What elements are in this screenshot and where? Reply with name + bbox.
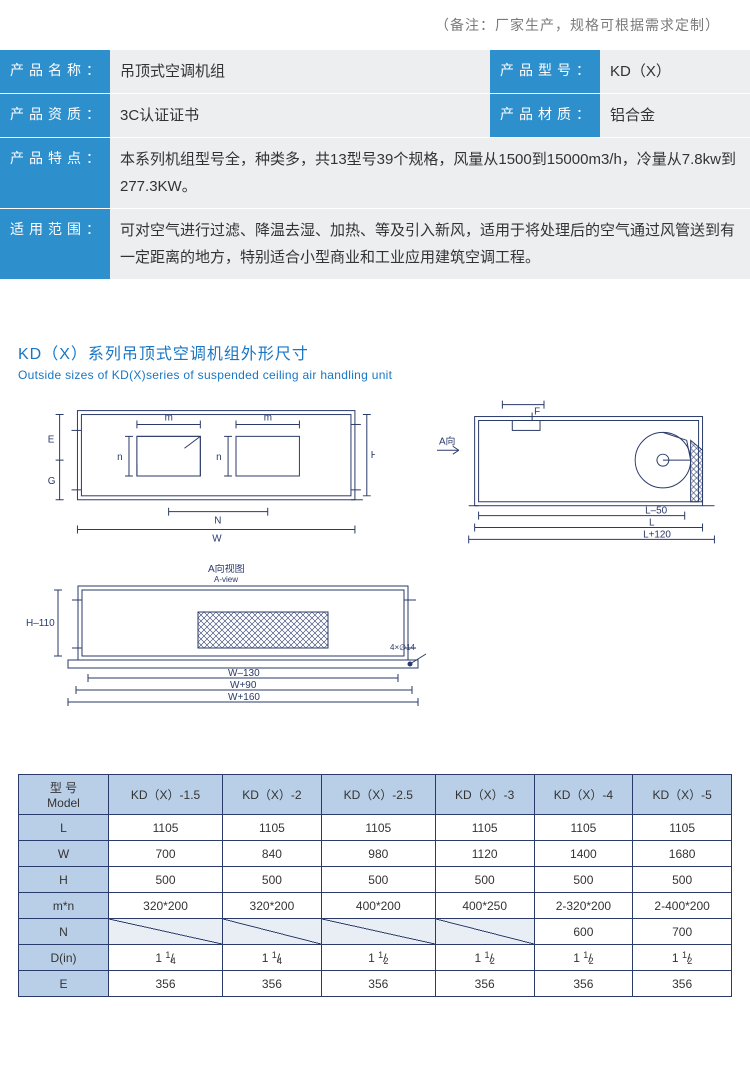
dim-cell: 500	[109, 867, 223, 893]
dim-cell: 1105	[321, 815, 435, 841]
svg-text:A向视图: A向视图	[208, 564, 245, 575]
svg-text:m: m	[165, 412, 173, 423]
dim-cell: 1680	[633, 841, 732, 867]
dim-cell: 356	[633, 971, 732, 997]
dim-row-label: m*n	[19, 893, 109, 919]
dim-cell	[223, 919, 322, 945]
svg-text:A-view: A-view	[214, 575, 238, 584]
front-view-diagram: E G H m m n n N	[18, 400, 375, 550]
dim-cell: 1105	[223, 815, 322, 841]
dim-cell: 356	[223, 971, 322, 997]
label-scope: 适用范围	[0, 209, 110, 280]
dim-cell: 980	[321, 841, 435, 867]
dim-row-label: L	[19, 815, 109, 841]
dim-cell: 700	[633, 919, 732, 945]
dim-cell: 356	[109, 971, 223, 997]
svg-text:E: E	[48, 434, 55, 445]
dim-cell: 1 1/2	[321, 945, 435, 971]
product-info-table: 产品名称 吊顶式空调机组 产品型号 KD（X） 产品资质 3C认证证书 产品材质…	[0, 50, 750, 280]
svg-text:L+120: L+120	[643, 529, 671, 540]
dim-cell	[109, 919, 223, 945]
label-material: 产品材质	[490, 94, 600, 138]
svg-text:N: N	[214, 516, 221, 527]
svg-text:W: W	[212, 533, 222, 544]
dim-col: KD（X）-2	[223, 775, 322, 815]
dim-cell: 1105	[534, 815, 633, 841]
value-scope: 可对空气进行过滤、降温去湿、加热、等及引入新风，适用于将处理后的空气通过风管送到…	[110, 209, 750, 280]
dim-row-label: H	[19, 867, 109, 893]
svg-text:H‒110: H‒110	[26, 618, 55, 629]
svg-text:F: F	[534, 407, 540, 418]
svg-text:H: H	[371, 450, 375, 461]
dim-row-label: D(in)	[19, 945, 109, 971]
dim-header-model: 型 号 Model	[19, 775, 109, 815]
dim-row-label: W	[19, 841, 109, 867]
dim-cell: 1 1/2	[435, 945, 534, 971]
dim-row-label: N	[19, 919, 109, 945]
dim-cell: 356	[435, 971, 534, 997]
dim-cell	[435, 919, 534, 945]
dim-cell: 356	[321, 971, 435, 997]
svg-text:m: m	[264, 412, 272, 423]
dim-cell: 1105	[109, 815, 223, 841]
svg-text:L‒50: L‒50	[645, 506, 668, 517]
value-feature: 本系列机组型号全，种类多，共13型号39个规格，风量从1500到15000m3/…	[110, 138, 750, 209]
dim-cell: 840	[223, 841, 322, 867]
dim-cell: 500	[435, 867, 534, 893]
dim-cell: 1 1/4	[223, 945, 322, 971]
dim-col: KD（X）-5	[633, 775, 732, 815]
dim-cell: 500	[223, 867, 322, 893]
dim-cell: 320*200	[109, 893, 223, 919]
dim-col: KD（X）-2.5	[321, 775, 435, 815]
svg-text:n: n	[117, 452, 123, 463]
dim-cell: 700	[109, 841, 223, 867]
dim-cell: 400*250	[435, 893, 534, 919]
dim-cell: 1120	[435, 841, 534, 867]
dim-cell: 356	[534, 971, 633, 997]
dimensions-table: 型 号 Model KD（X）-1.5 KD（X）-2 KD（X）-2.5 KD…	[18, 774, 732, 997]
svg-text:W‒130: W‒130	[228, 668, 260, 679]
dim-cell: 1105	[633, 815, 732, 841]
dim-cell: 500	[534, 867, 633, 893]
dim-cell: 2-320*200	[534, 893, 633, 919]
dim-cell: 1 1/2	[633, 945, 732, 971]
svg-text:150: 150	[514, 400, 531, 402]
dim-col: KD（X）-3	[435, 775, 534, 815]
dim-cell: 500	[321, 867, 435, 893]
label-model: 产品型号	[490, 50, 600, 94]
dim-col: KD（X）-4	[534, 775, 633, 815]
dim-row-label: E	[19, 971, 109, 997]
section-subtitle: Outside sizes of KD(X)series of suspende…	[18, 368, 732, 382]
dim-cell: 1105	[435, 815, 534, 841]
svg-text:G: G	[48, 476, 56, 487]
svg-text:4×∅14: 4×∅14	[390, 643, 416, 652]
dim-cell: 1 1/2	[534, 945, 633, 971]
svg-text:n: n	[216, 452, 222, 463]
section-title: KD（X）系列吊顶式空调机组外形尺寸	[18, 340, 732, 364]
dim-cell: 1 1/4	[109, 945, 223, 971]
value-model: KD（X）	[600, 50, 750, 94]
diagram-area: E G H m m n n N	[0, 400, 750, 714]
dim-cell: 600	[534, 919, 633, 945]
remark-note: （备注：厂家生产，规格可根据需求定制）	[0, 0, 750, 50]
side-view-diagram: A向 150 150 F	[435, 400, 732, 550]
value-name: 吊顶式空调机组	[110, 50, 490, 94]
label-feature: 产品特点	[0, 138, 110, 209]
dim-cell	[321, 919, 435, 945]
dim-col: KD（X）-1.5	[109, 775, 223, 815]
dim-cell: 500	[633, 867, 732, 893]
dim-cell: 2-400*200	[633, 893, 732, 919]
svg-text:W+90: W+90	[230, 680, 257, 691]
value-cert: 3C认证证书	[110, 94, 490, 138]
dim-cell: 1400	[534, 841, 633, 867]
value-material: 铝合金	[600, 94, 750, 138]
svg-text:W+160: W+160	[228, 692, 260, 703]
dim-cell: 320*200	[223, 893, 322, 919]
label-cert: 产品资质	[0, 94, 110, 138]
dim-cell: 400*200	[321, 893, 435, 919]
a-view-diagram: A向视图 A-view H‒110 4×∅14	[18, 564, 438, 714]
label-name: 产品名称	[0, 50, 110, 94]
svg-text:L: L	[649, 518, 655, 529]
svg-text:A向: A向	[439, 434, 456, 447]
